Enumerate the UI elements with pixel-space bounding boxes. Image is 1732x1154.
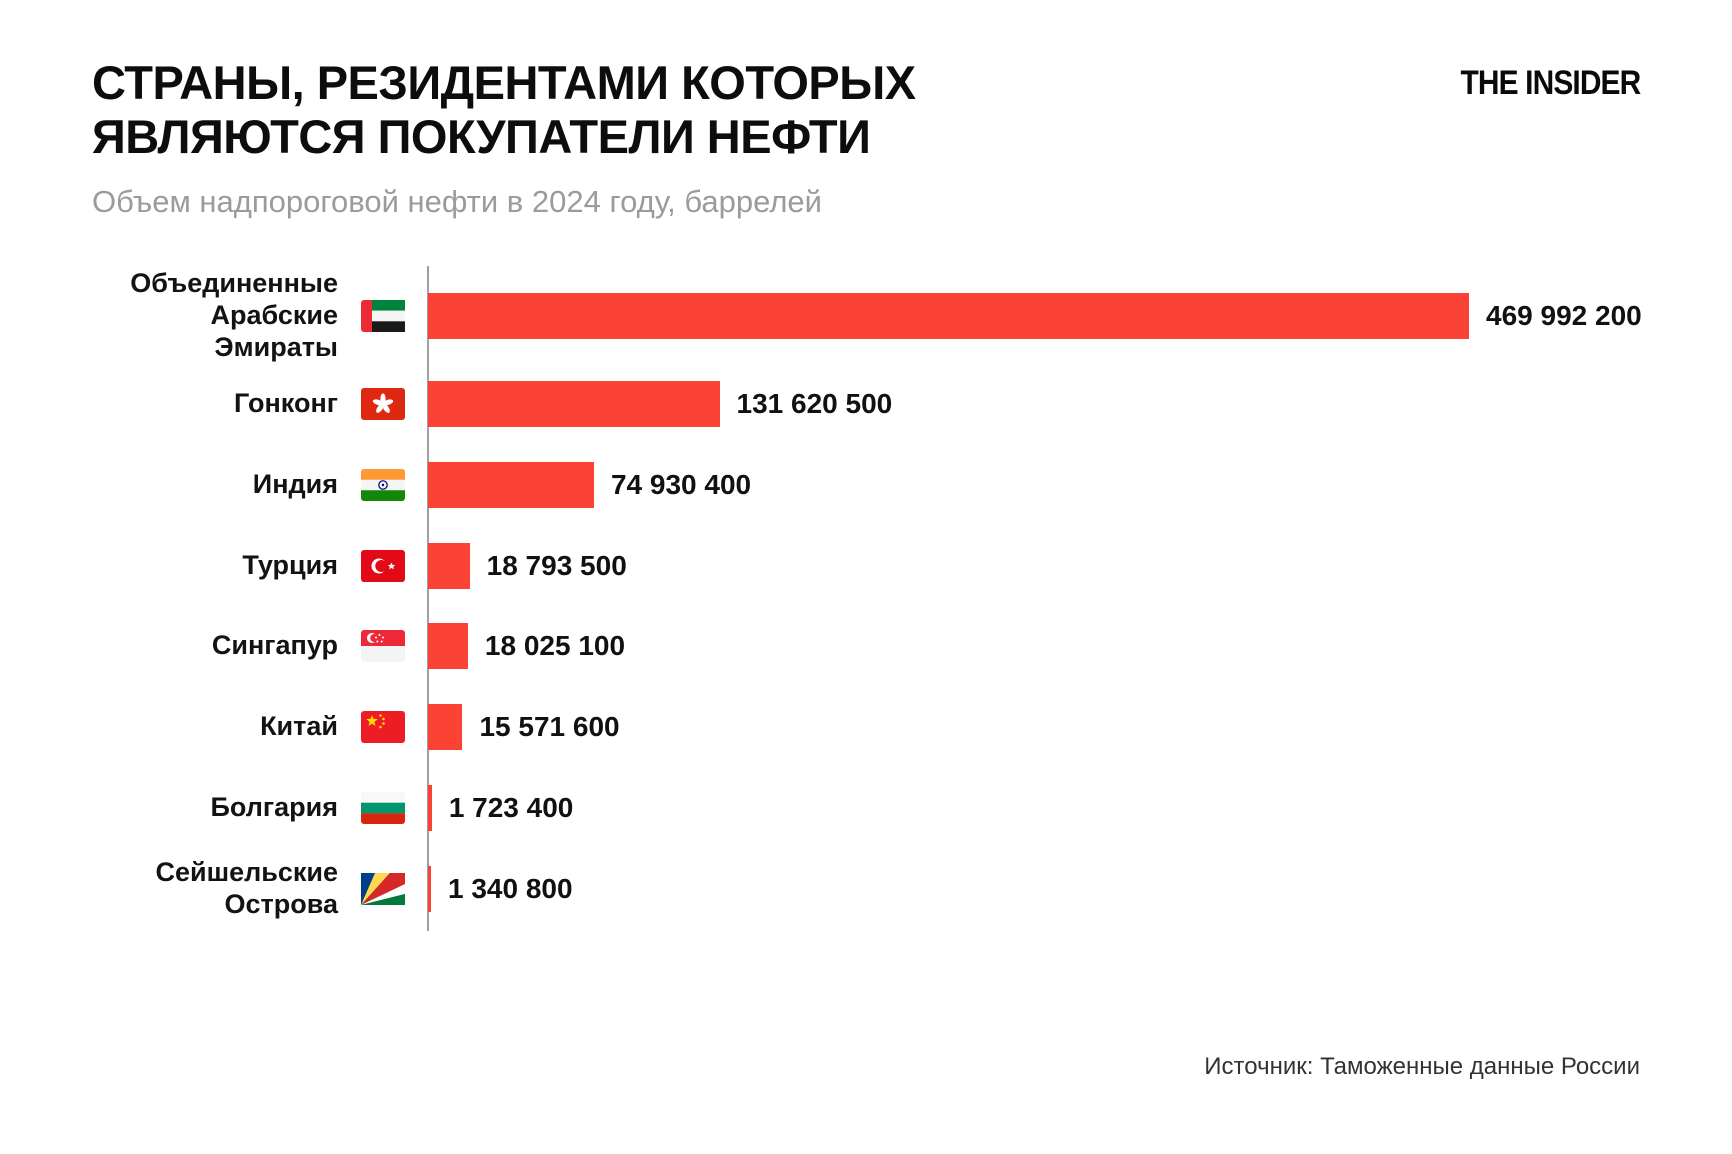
value-label: 469 992 200 bbox=[1486, 299, 1642, 331]
country-label: Гонконг bbox=[234, 388, 338, 419]
bar bbox=[428, 865, 431, 912]
country-label: Сингапур bbox=[211, 630, 338, 661]
country-label: Сейшельские Острова bbox=[155, 856, 338, 919]
china-flag-icon bbox=[338, 711, 428, 744]
page-title-line-1: СТРАНЫ, РЕЗИДЕНТАМИ КОТОРЫХ bbox=[92, 56, 916, 109]
chart-row: Гонконг 131 620 500 bbox=[0, 364, 1732, 445]
value-label: 15 571 600 bbox=[479, 711, 620, 743]
bar-track: 1 723 400 bbox=[428, 767, 1732, 848]
value-label: 1 340 800 bbox=[448, 872, 573, 904]
bar bbox=[428, 542, 470, 589]
bar-chart: Объединенные Арабские Эмираты 469 992 20… bbox=[0, 266, 1732, 931]
chart-row: Болгария 1 723 400 bbox=[0, 767, 1732, 848]
value-label: 18 025 100 bbox=[484, 630, 626, 662]
value-label: 131 620 500 bbox=[736, 387, 893, 419]
chart-row: Сингапур 18 025 100 bbox=[0, 606, 1732, 687]
value-label: 1 723 400 bbox=[448, 791, 574, 823]
bar-track: 131 620 500 bbox=[428, 364, 1732, 445]
bar bbox=[428, 380, 720, 427]
chart-row: Объединенные Арабские Эмираты 469 992 20… bbox=[0, 268, 1732, 364]
source-note: Источник: Таможенные данные России bbox=[1204, 1053, 1640, 1080]
seychelles-flag-icon bbox=[338, 872, 428, 905]
bar-track: 18 793 500 bbox=[428, 525, 1732, 606]
country-label: Объединенные Арабские Эмираты bbox=[130, 268, 338, 362]
bulgaria-flag-icon bbox=[338, 791, 428, 824]
page-title: СТРАНЫ, РЕЗИДЕНТАМИ КОТОРЫХ ЯВЛЯЮТСЯ ПОК… bbox=[92, 56, 916, 164]
bar-track: 74 930 400 bbox=[428, 444, 1732, 525]
chart-row: Китай 15 571 600 bbox=[0, 687, 1732, 768]
the-insider-logo: THE INSIDER bbox=[1460, 64, 1641, 102]
bar-track: 1 340 800 bbox=[428, 848, 1732, 929]
bar bbox=[428, 704, 463, 751]
country-label: Индия bbox=[252, 468, 338, 499]
turkey-flag-icon bbox=[338, 549, 428, 582]
country-label: Турция bbox=[242, 549, 338, 580]
bar-track: 18 025 100 bbox=[428, 606, 1732, 687]
bar bbox=[428, 292, 1469, 339]
bar bbox=[428, 623, 468, 670]
country-label: Китай bbox=[260, 711, 338, 742]
chart-row: Турция 18 793 500 bbox=[0, 525, 1732, 606]
singapore-flag-icon bbox=[338, 630, 428, 663]
uae-flag-icon bbox=[338, 299, 428, 332]
bar-track: 15 571 600 bbox=[428, 687, 1732, 768]
page-title-line-2: ЯВЛЯЮТСЯ ПОКУПАТЕЛИ НЕФТИ bbox=[92, 110, 871, 163]
chart-subtitle: Объем надпороговой нефти в 2024 году, ба… bbox=[92, 184, 822, 219]
country-label: Болгария bbox=[210, 791, 339, 822]
chart-row: Индия 74 930 400 bbox=[0, 444, 1732, 525]
hong-kong-flag-icon bbox=[338, 387, 428, 420]
value-label: 18 793 500 bbox=[486, 549, 627, 581]
bar bbox=[428, 784, 432, 831]
india-flag-icon bbox=[338, 468, 428, 501]
value-label: 74 930 400 bbox=[610, 468, 752, 500]
bar-track: 469 992 200 bbox=[428, 268, 1732, 364]
bar bbox=[428, 461, 594, 508]
axis-line bbox=[427, 266, 429, 931]
chart-row: Сейшельские Острова 1 340 800 bbox=[0, 848, 1732, 929]
